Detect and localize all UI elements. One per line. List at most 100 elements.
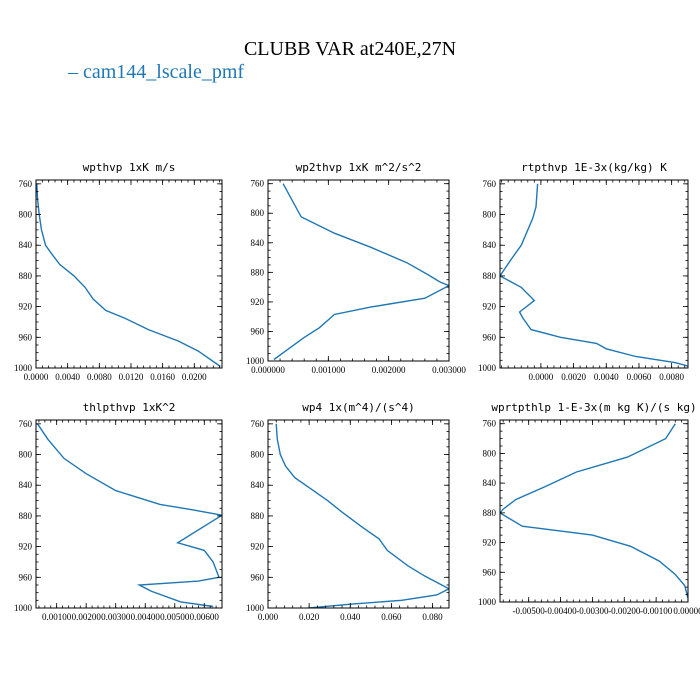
- x-tick-label: 0.00200: [72, 612, 102, 622]
- y-tick-label: 1000: [14, 363, 33, 373]
- x-tick-label: 0.00400: [131, 612, 161, 622]
- x-tick-label: 0.000: [258, 612, 279, 622]
- x-tick-label: 0.000000: [251, 365, 285, 375]
- y-tick-label: 880: [483, 508, 497, 518]
- series-line: [275, 423, 449, 608]
- y-tick-label: 840: [251, 480, 265, 490]
- plot-frame: [499, 179, 689, 369]
- y-tick-label: 760: [19, 419, 33, 429]
- x-tick-label: 0.020: [299, 612, 320, 622]
- x-tick-label: 0.0020: [561, 372, 586, 382]
- panel-3: rtpthvp 1E-3x(kg/kg) K 760 800 840 880 920 960…: [478, 161, 689, 382]
- y-tick-label: 840: [251, 238, 265, 248]
- x-tick-label: 0.0000: [528, 372, 553, 382]
- series-line: [36, 423, 222, 608]
- x-tick-label: 0.0040: [55, 372, 80, 382]
- panel-5: wp4 1x(m^4)/(s^4)76080084088092096010000…: [246, 401, 450, 622]
- x-tick-label: 0.002000: [372, 365, 406, 375]
- x-tick-label: 0.0000: [24, 372, 49, 382]
- y-tick-label: 760: [251, 419, 265, 429]
- y-tick-label: 920: [19, 542, 33, 552]
- y-tick-label: 800: [251, 208, 265, 218]
- y-tick-label: 760: [19, 179, 33, 189]
- series-line: [500, 423, 688, 599]
- x-tick-label: 0.0040: [594, 372, 619, 382]
- y-tick-label: 800: [483, 210, 497, 220]
- y-tick-label: 960: [251, 326, 265, 336]
- y-tick-label: 920: [483, 302, 497, 312]
- y-tick-label: 800: [483, 448, 497, 458]
- y-tick-label: 960: [19, 572, 33, 582]
- y-tick-label: 840: [19, 480, 33, 490]
- series-line: [36, 183, 221, 368]
- panel-1: wpthvp 1xK m/s76080084088092096010000.00…: [14, 161, 223, 382]
- panel-title: wprtpthlp 1-E-3x(m kg K)/(s kg): [491, 401, 696, 414]
- plot-frame: [499, 419, 689, 603]
- y-tick-label: 920: [483, 538, 497, 548]
- y-tick-label: 1000: [246, 603, 265, 613]
- plot-frame: [267, 179, 450, 362]
- x-tick-label: 0.0080: [659, 372, 684, 382]
- plot-frame: [35, 179, 223, 369]
- y-tick-label: 1000: [478, 597, 497, 607]
- y-tick-label: 960: [483, 332, 497, 342]
- y-tick-label: 920: [251, 297, 265, 307]
- y-tick-label: 1000: [246, 356, 265, 366]
- x-tick-label: -0.00300: [576, 606, 609, 616]
- y-tick-label: 880: [251, 511, 265, 521]
- y-tick-label: 880: [251, 267, 265, 277]
- panel-title: wp4 1x(m^4)/(s^4): [302, 401, 415, 414]
- panel-title: wp2thvp 1xK m^2/s^2: [296, 161, 422, 174]
- x-tick-label: -0.00100: [640, 606, 673, 616]
- series-line: [500, 183, 688, 367]
- x-tick-label: 0.00600: [190, 612, 220, 622]
- x-tick-label: 0.00500: [160, 612, 190, 622]
- x-tick-label: -0.00500: [513, 606, 546, 616]
- panel-title: rtpthvp 1E-3x(kg/kg) K: [521, 161, 667, 174]
- panel-2: wp2thvp 1xK m^2/s^2 760 800 840 880 920 960 100…: [246, 161, 466, 375]
- y-tick-label: 880: [19, 511, 33, 521]
- y-tick-label: 840: [483, 240, 497, 250]
- y-tick-label: 960: [251, 572, 265, 582]
- x-tick-label: 0.0120: [119, 372, 144, 382]
- y-tick-label: 760: [483, 419, 497, 429]
- x-tick-label: 0.060: [381, 612, 402, 622]
- panel-title: wpthvp 1xK m/s: [83, 161, 176, 174]
- plot-frame: [35, 419, 223, 609]
- y-tick-label: 920: [19, 302, 33, 312]
- y-tick-label: 800: [251, 450, 265, 460]
- panel-title: thlpthvp 1xK^2: [83, 401, 176, 414]
- y-tick-label: 760: [483, 179, 497, 189]
- y-tick-label: 1000: [14, 603, 33, 613]
- y-tick-label: 840: [483, 478, 497, 488]
- x-tick-label: 0.080: [422, 612, 443, 622]
- x-tick-label: 0.00300: [101, 612, 131, 622]
- y-tick-label: 800: [19, 450, 33, 460]
- y-tick-label: 1000: [478, 363, 497, 373]
- x-tick-label: 0.0200: [182, 372, 207, 382]
- panel-grid: wpthvp 1xK m/s76080084088092096010000.00…: [14, 161, 700, 622]
- x-tick-label: 0.001000: [311, 365, 345, 375]
- x-tick-label: 0.0160: [150, 372, 175, 382]
- x-tick-label: 0.00100: [42, 612, 72, 622]
- y-tick-label: 760: [251, 179, 265, 189]
- y-tick-label: 920: [251, 542, 265, 552]
- x-tick-label: 0.003000: [432, 365, 466, 375]
- y-tick-label: 800: [19, 210, 33, 220]
- y-tick-label: 880: [483, 271, 497, 281]
- legend-entry: – cam144_lscale_pmf: [67, 61, 244, 83]
- x-tick-label: 0.040: [340, 612, 361, 622]
- figure-title: CLUBB VAR at240E,27N: [244, 38, 456, 60]
- plot-frame: [267, 419, 450, 609]
- x-tick-label: 0.00000: [673, 606, 700, 616]
- y-tick-label: 840: [19, 240, 33, 250]
- panel-4: thlpthvp 1xK^2 760 800 840 880 920 960 1000 0.00…: [14, 401, 223, 622]
- y-tick-label: 880: [19, 271, 33, 281]
- x-tick-label: -0.00400: [544, 606, 577, 616]
- x-tick-label: 0.0080: [87, 372, 112, 382]
- x-tick-label: 0.0060: [627, 372, 652, 382]
- series-line: [273, 183, 449, 361]
- panel-6: wprtpthlp 1-E-3x(m kg K)/(s kg) 760 800 840…: [478, 401, 700, 616]
- x-tick-label: -0.00200: [608, 606, 641, 616]
